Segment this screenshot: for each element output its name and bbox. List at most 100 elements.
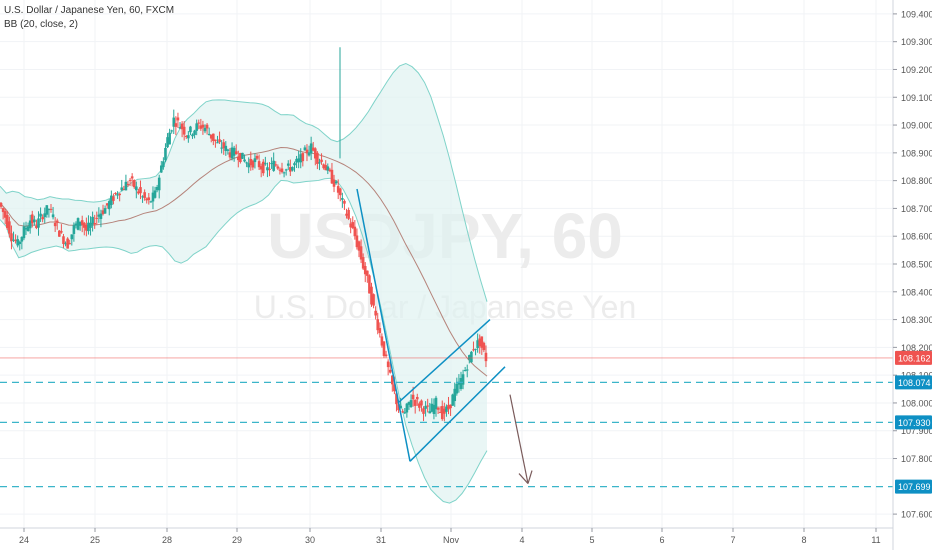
candle — [266, 162, 269, 178]
candle — [105, 203, 109, 209]
candle-body — [224, 145, 228, 151]
candle — [135, 181, 138, 199]
horizontal-levels[interactable] — [0, 357, 893, 488]
candle — [159, 160, 163, 173]
candle — [174, 116, 178, 136]
candle — [341, 192, 344, 208]
candle-body — [49, 208, 53, 210]
candle — [318, 158, 321, 171]
x-tick-label: Nov — [443, 535, 460, 545]
candle-body — [455, 383, 459, 394]
candle-body — [322, 164, 325, 169]
candle-body — [128, 179, 132, 181]
candle — [193, 129, 196, 139]
candle-body — [24, 228, 28, 230]
candle-body — [401, 411, 405, 413]
candle — [257, 154, 261, 170]
candle-body — [184, 136, 188, 138]
candle — [132, 179, 136, 189]
candle-body — [197, 122, 201, 124]
candle — [468, 354, 471, 364]
candle — [195, 119, 198, 136]
candle-body — [149, 201, 153, 203]
chart-legend: U.S. Dollar / Japanese Yen, 60, FXCM BB … — [4, 4, 174, 32]
candle — [380, 333, 384, 348]
candle-body — [405, 403, 409, 413]
candle — [55, 218, 59, 230]
candle — [103, 205, 107, 214]
candle — [436, 406, 440, 414]
candle-body — [153, 190, 157, 198]
y-tick-label: 108.400 — [901, 287, 932, 297]
candle-body — [164, 147, 167, 161]
candle — [372, 293, 375, 309]
candle-body — [366, 270, 369, 276]
candle-body — [282, 172, 286, 174]
candle-body — [341, 198, 344, 200]
candle — [30, 210, 34, 228]
bb-upper-line — [0, 62, 488, 302]
candle — [197, 119, 201, 130]
candle — [126, 181, 130, 187]
candle-body — [253, 158, 257, 163]
candle — [239, 152, 242, 164]
candle-body — [147, 197, 151, 201]
candle-body — [347, 209, 350, 219]
candle — [384, 350, 388, 358]
candle-body — [314, 148, 317, 159]
candle-body — [139, 187, 142, 194]
candle — [451, 393, 454, 406]
candle — [322, 163, 325, 170]
candle — [286, 160, 290, 170]
candle-body — [157, 177, 161, 191]
candle — [455, 377, 459, 396]
candle-body — [268, 168, 271, 170]
candle — [426, 398, 429, 413]
candle — [328, 167, 332, 173]
drawing-tools[interactable] — [356, 188, 533, 484]
candle — [64, 241, 67, 247]
candle — [62, 233, 65, 249]
candle-body — [336, 186, 340, 193]
candle-body — [318, 162, 321, 164]
candle-body — [438, 412, 442, 414]
candle-body — [291, 166, 294, 171]
candle-body — [397, 404, 400, 411]
indicator-label[interactable]: BB (20, close, 2) — [4, 19, 78, 30]
candle-body — [407, 401, 411, 405]
channel-upper-line — [397, 319, 491, 404]
candle — [245, 161, 248, 168]
candle-body — [449, 404, 452, 409]
candle — [118, 193, 121, 202]
candle — [101, 204, 105, 216]
candle — [172, 109, 176, 135]
candle-body — [18, 241, 22, 245]
candle — [255, 154, 259, 161]
candle-body — [78, 221, 82, 226]
candle — [326, 163, 330, 175]
candle-body — [484, 352, 488, 362]
candle — [461, 369, 465, 390]
candle — [168, 128, 171, 145]
candle-body — [239, 152, 242, 163]
candle-body — [168, 132, 171, 145]
candle-body — [222, 142, 226, 149]
symbol-title[interactable]: U.S. Dollar / Japanese Yen, 60, FXCM — [4, 5, 175, 16]
candle-body — [43, 213, 47, 218]
candle — [440, 400, 444, 421]
candle-body — [155, 186, 159, 191]
candle — [93, 214, 96, 229]
candle — [476, 333, 479, 353]
candle-body — [245, 162, 248, 164]
candle — [51, 206, 55, 220]
candle — [314, 147, 317, 166]
candle-body — [447, 404, 450, 410]
candle — [343, 199, 346, 210]
candle — [124, 174, 128, 191]
level-badge-bg — [895, 479, 932, 494]
candle — [114, 192, 117, 196]
candle — [209, 134, 213, 143]
x-tick-label: 4 — [519, 535, 524, 545]
